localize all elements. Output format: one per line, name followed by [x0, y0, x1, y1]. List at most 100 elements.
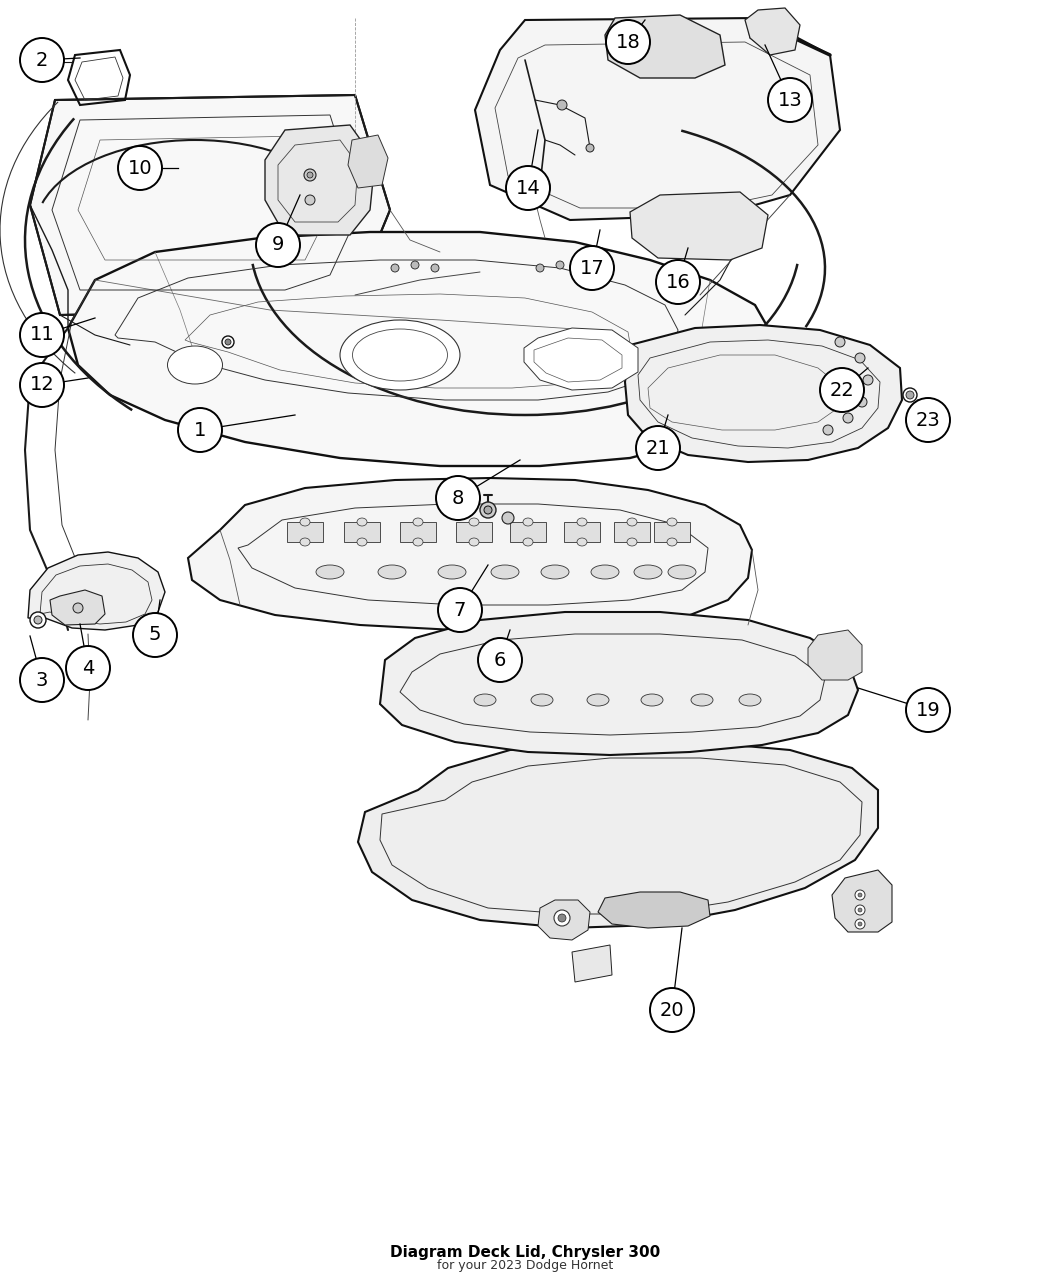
Circle shape [20, 658, 64, 703]
Circle shape [556, 261, 564, 269]
Polygon shape [358, 742, 878, 928]
Circle shape [903, 388, 917, 402]
Polygon shape [456, 521, 492, 542]
Circle shape [304, 195, 315, 205]
Ellipse shape [469, 518, 479, 527]
Circle shape [478, 638, 522, 682]
Polygon shape [746, 8, 800, 55]
Circle shape [820, 368, 864, 412]
Circle shape [858, 922, 862, 926]
Ellipse shape [640, 694, 663, 706]
Text: 2: 2 [36, 51, 48, 70]
Circle shape [438, 588, 482, 632]
Ellipse shape [357, 538, 367, 546]
Circle shape [307, 172, 313, 178]
Ellipse shape [668, 565, 696, 579]
Ellipse shape [378, 565, 406, 579]
Polygon shape [287, 521, 323, 542]
Polygon shape [832, 870, 892, 932]
Circle shape [855, 905, 865, 915]
Polygon shape [380, 612, 858, 755]
Ellipse shape [739, 694, 761, 706]
Circle shape [558, 914, 566, 922]
Circle shape [855, 890, 865, 900]
Text: 3: 3 [36, 671, 48, 690]
Polygon shape [50, 590, 105, 625]
Circle shape [133, 613, 177, 657]
Circle shape [256, 223, 300, 266]
Circle shape [502, 513, 514, 524]
Text: 1: 1 [194, 421, 206, 440]
Circle shape [835, 337, 845, 347]
Text: 22: 22 [830, 380, 855, 399]
Circle shape [66, 646, 110, 690]
Circle shape [436, 476, 480, 520]
Ellipse shape [667, 518, 677, 527]
Ellipse shape [300, 538, 310, 546]
Circle shape [391, 264, 399, 272]
Ellipse shape [413, 538, 423, 546]
Circle shape [650, 988, 694, 1031]
Ellipse shape [578, 518, 587, 527]
Text: 11: 11 [29, 325, 55, 344]
Polygon shape [605, 15, 724, 78]
Circle shape [178, 408, 222, 453]
Polygon shape [344, 521, 380, 542]
Polygon shape [348, 135, 388, 187]
Circle shape [225, 339, 231, 346]
Ellipse shape [357, 518, 367, 527]
Circle shape [823, 425, 833, 435]
Ellipse shape [667, 538, 677, 546]
Polygon shape [538, 900, 590, 940]
Polygon shape [68, 232, 775, 465]
Circle shape [484, 506, 492, 514]
Circle shape [906, 391, 914, 399]
Ellipse shape [413, 518, 423, 527]
Polygon shape [524, 328, 638, 390]
Polygon shape [625, 325, 902, 462]
Text: 14: 14 [516, 179, 541, 198]
Circle shape [906, 688, 950, 732]
Circle shape [554, 910, 570, 926]
Ellipse shape [691, 694, 713, 706]
Circle shape [480, 502, 496, 518]
Ellipse shape [541, 565, 569, 579]
Text: 7: 7 [454, 601, 466, 620]
Circle shape [586, 144, 594, 152]
Circle shape [636, 426, 680, 470]
Ellipse shape [531, 694, 553, 706]
Circle shape [20, 363, 64, 407]
Circle shape [222, 337, 234, 348]
Circle shape [34, 616, 42, 623]
Circle shape [855, 353, 865, 363]
Text: 5: 5 [149, 626, 162, 644]
Ellipse shape [523, 538, 533, 546]
Circle shape [30, 612, 46, 629]
Ellipse shape [474, 694, 496, 706]
Polygon shape [510, 521, 546, 542]
Polygon shape [400, 521, 436, 542]
Circle shape [430, 264, 439, 272]
Circle shape [855, 919, 865, 929]
Ellipse shape [316, 565, 344, 579]
Text: 4: 4 [82, 658, 94, 677]
Text: 8: 8 [452, 488, 464, 507]
Text: 12: 12 [29, 376, 55, 394]
Circle shape [304, 170, 316, 181]
Polygon shape [654, 521, 690, 542]
Circle shape [576, 264, 584, 272]
Circle shape [118, 147, 162, 190]
Circle shape [656, 260, 700, 303]
Polygon shape [614, 521, 650, 542]
Circle shape [863, 375, 873, 385]
Ellipse shape [491, 565, 519, 579]
Circle shape [906, 398, 950, 442]
Circle shape [540, 180, 550, 190]
Circle shape [411, 261, 419, 269]
Circle shape [506, 166, 550, 210]
Text: 18: 18 [615, 32, 640, 51]
Text: 6: 6 [494, 650, 506, 669]
Ellipse shape [634, 565, 662, 579]
Text: 13: 13 [778, 91, 802, 110]
Polygon shape [564, 521, 600, 542]
